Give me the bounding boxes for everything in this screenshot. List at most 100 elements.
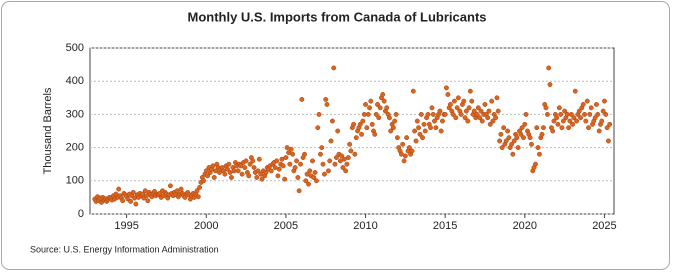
point	[454, 105, 460, 111]
point	[509, 141, 515, 147]
point	[353, 135, 359, 141]
point	[328, 138, 334, 144]
point	[544, 111, 550, 117]
point	[537, 151, 542, 157]
point	[599, 118, 605, 124]
point	[458, 111, 464, 117]
x-tick-label: 2000	[194, 220, 218, 232]
point	[490, 118, 496, 124]
point	[566, 125, 572, 131]
point	[400, 141, 406, 147]
point	[455, 95, 461, 101]
y-tick-label: 400	[66, 75, 84, 87]
point	[384, 105, 390, 111]
point	[429, 105, 435, 111]
point	[348, 148, 354, 154]
point	[487, 121, 493, 127]
point	[511, 138, 517, 144]
point	[551, 118, 557, 124]
point	[345, 155, 351, 161]
point	[120, 198, 126, 204]
point	[503, 138, 509, 144]
point	[604, 125, 610, 131]
point	[247, 161, 253, 167]
point	[373, 111, 379, 117]
point	[550, 128, 556, 134]
point	[592, 115, 598, 121]
point	[319, 145, 325, 151]
point	[430, 111, 436, 117]
point	[128, 198, 134, 204]
point	[372, 131, 378, 137]
point	[335, 128, 341, 134]
point	[315, 125, 321, 131]
point	[167, 183, 173, 189]
point	[314, 178, 319, 184]
y-tick-label: 300	[66, 108, 84, 120]
point	[570, 121, 576, 127]
point	[493, 115, 499, 121]
point	[583, 118, 589, 124]
point	[205, 173, 210, 179]
point	[201, 178, 207, 184]
point	[437, 108, 443, 114]
point	[475, 105, 481, 111]
point	[340, 165, 346, 170]
point	[580, 101, 586, 107]
point	[433, 125, 439, 131]
point	[276, 166, 282, 172]
point	[323, 97, 329, 102]
point	[283, 155, 289, 161]
point	[392, 118, 398, 124]
point	[601, 98, 607, 104]
point	[535, 145, 541, 151]
point	[393, 111, 399, 117]
point	[282, 176, 288, 182]
point	[251, 165, 257, 170]
point	[587, 111, 593, 117]
point	[228, 175, 234, 180]
point	[461, 98, 467, 104]
point	[225, 166, 230, 172]
point	[494, 95, 500, 101]
point	[318, 151, 323, 157]
point	[474, 111, 480, 117]
point	[294, 158, 300, 164]
point	[288, 146, 294, 152]
point	[462, 115, 468, 121]
point	[443, 85, 449, 91]
point	[390, 125, 396, 131]
point	[195, 194, 201, 200]
point	[547, 82, 553, 87]
point	[365, 111, 371, 117]
point	[363, 101, 368, 107]
point	[298, 161, 304, 167]
y-tick-label: 0	[78, 208, 84, 220]
point	[576, 108, 582, 114]
point	[555, 121, 561, 127]
point	[316, 111, 322, 117]
point	[497, 138, 503, 144]
point	[558, 111, 564, 117]
point	[364, 125, 370, 131]
chart-title: Monthly U.S. Imports from Canada of Lubr…	[187, 9, 486, 24]
frame	[1, 1, 670, 270]
point	[432, 118, 437, 124]
point	[292, 165, 298, 170]
point	[540, 125, 546, 131]
point	[299, 97, 305, 102]
point	[295, 175, 301, 180]
point	[467, 88, 473, 94]
point	[479, 118, 485, 124]
point	[380, 92, 386, 97]
point	[344, 161, 350, 167]
point	[603, 111, 609, 117]
point	[498, 131, 504, 137]
point	[478, 108, 484, 114]
point	[130, 189, 136, 195]
point	[302, 151, 307, 157]
point	[595, 111, 601, 117]
point	[394, 135, 400, 141]
point	[246, 173, 252, 179]
point	[438, 128, 444, 134]
